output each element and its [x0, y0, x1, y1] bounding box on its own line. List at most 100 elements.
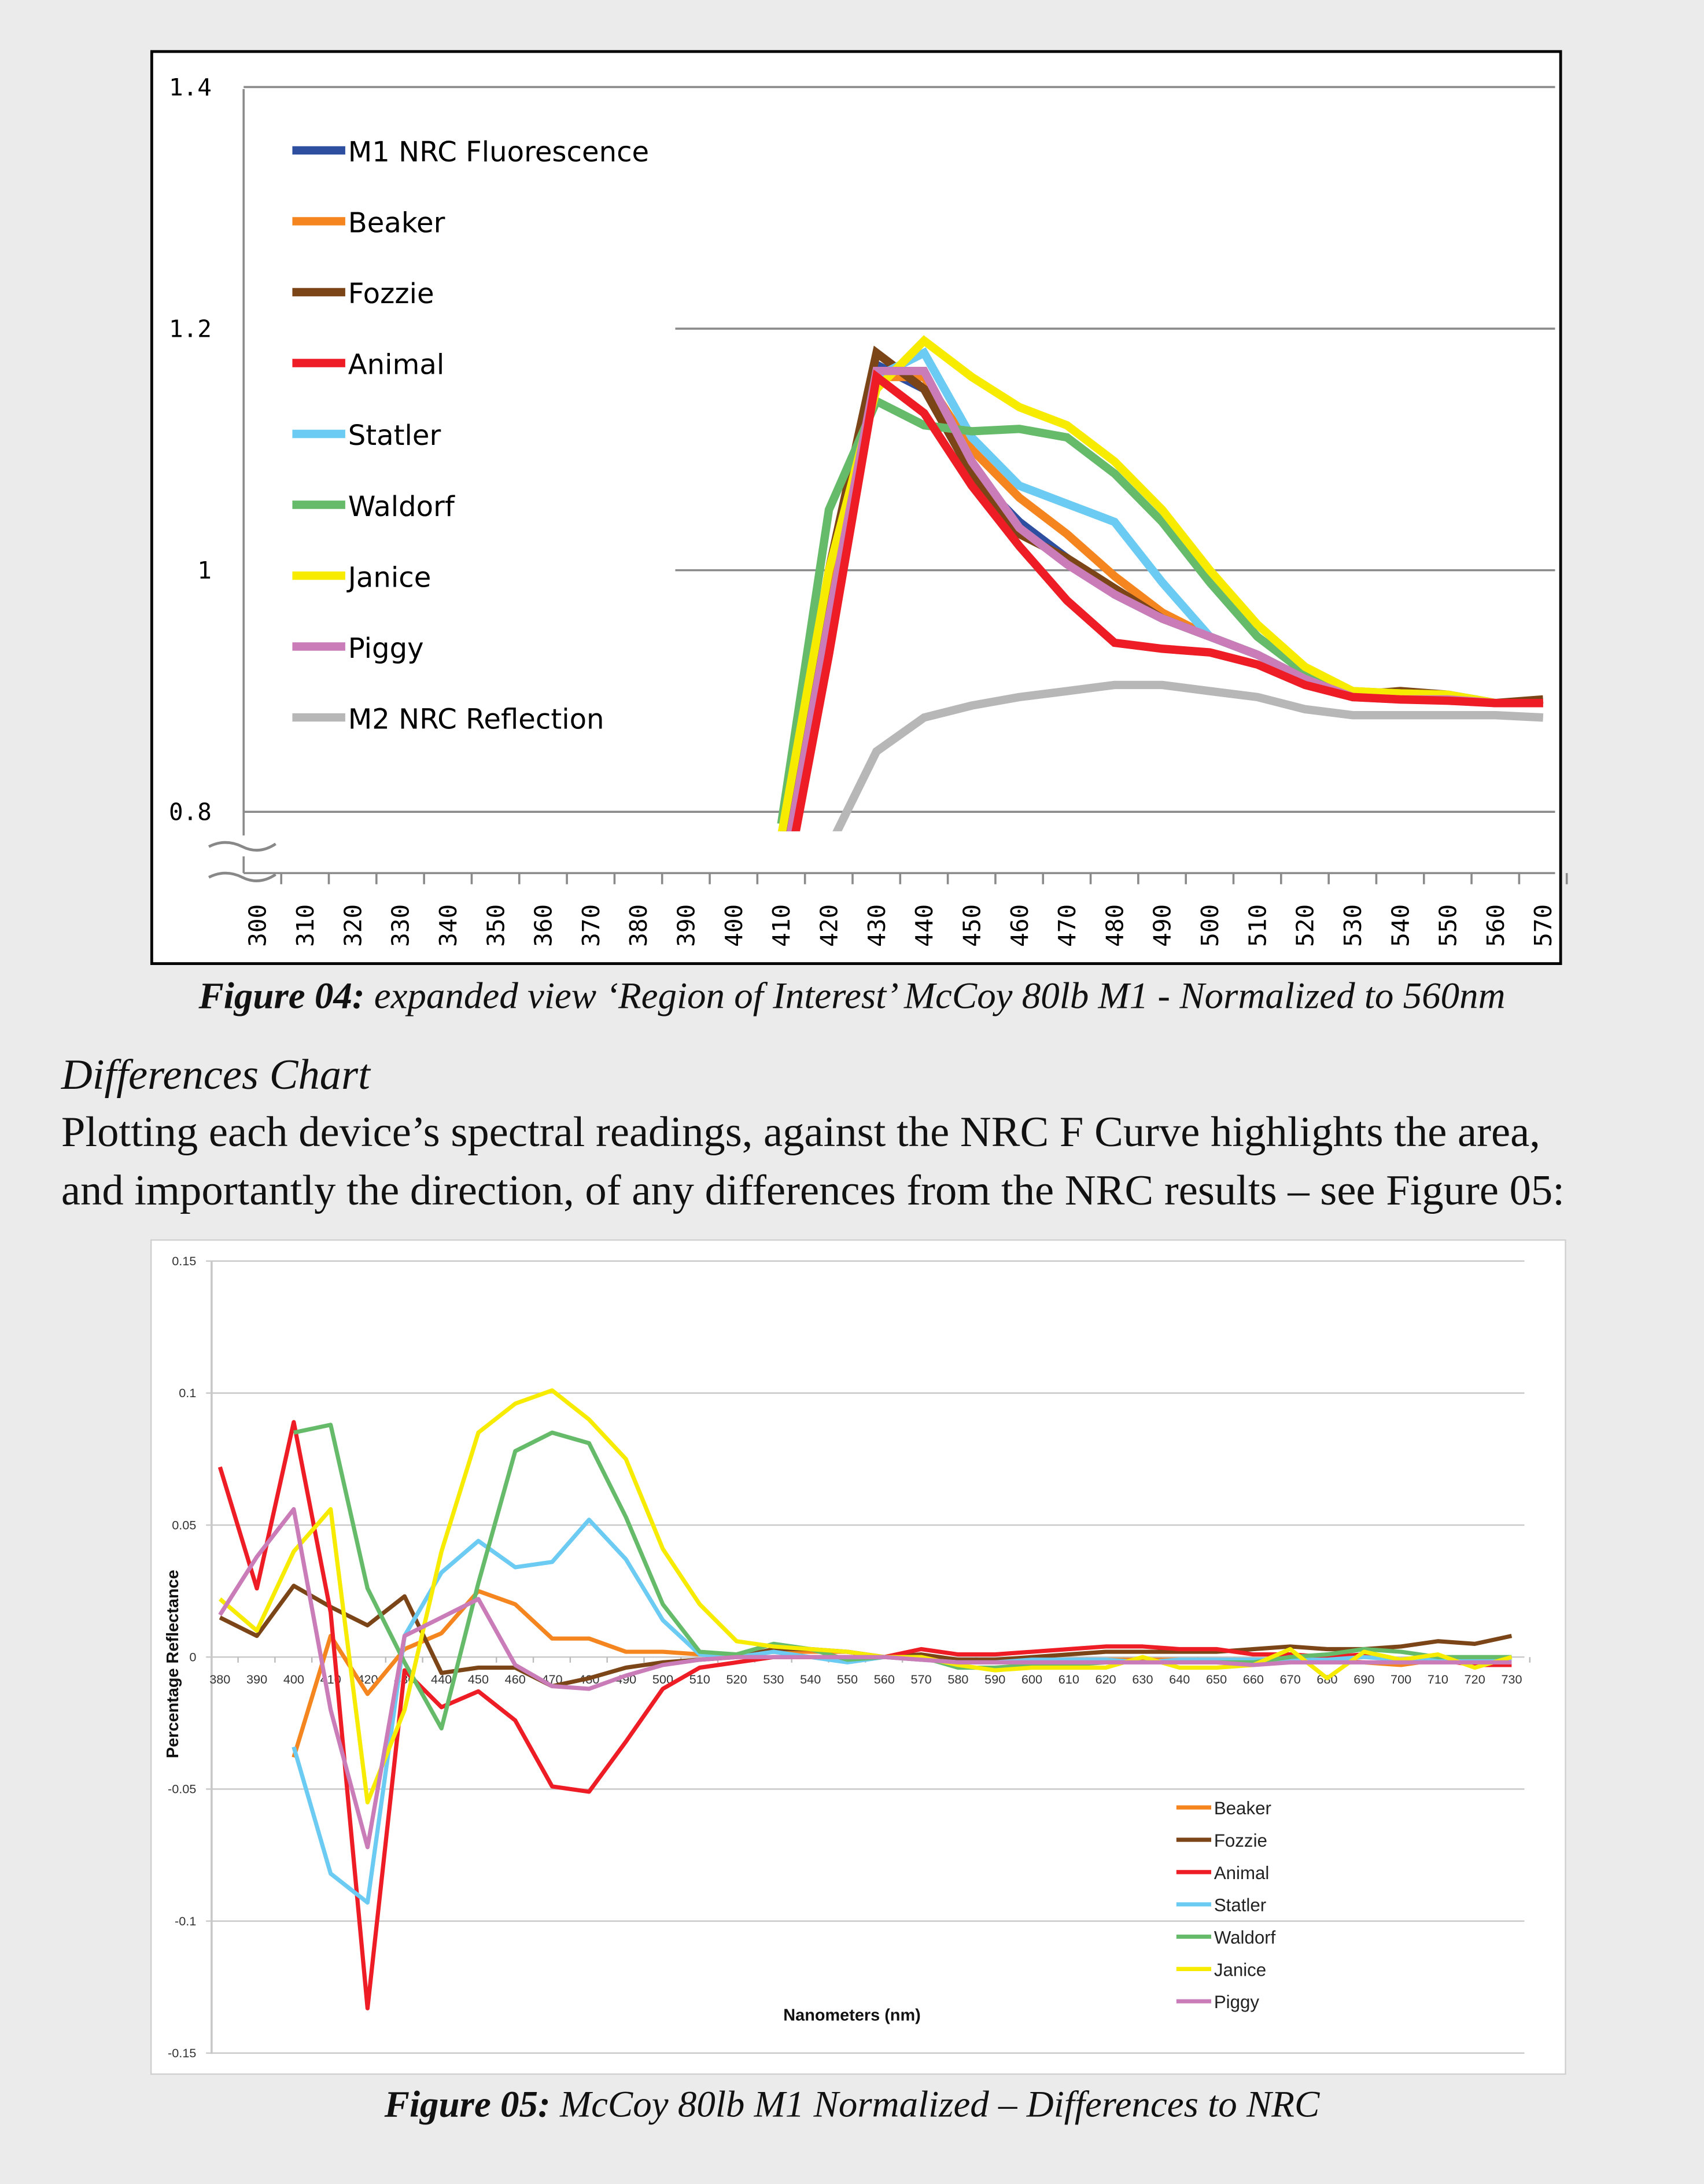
series-line-animal	[217, 1420, 1512, 2010]
x-tick-label: 380	[209, 1672, 230, 1686]
figure04-caption: Figure 04: expanded view ‘Region of Inte…	[0, 975, 1704, 1018]
x-tick-label: 570	[911, 1672, 932, 1686]
x-tick-label: 490	[1149, 904, 1176, 947]
x-tick-label: 510	[1244, 904, 1271, 947]
x-tick-label: 400	[720, 904, 748, 947]
x-tick-label: 610	[1058, 1672, 1079, 1686]
x-tick-label: 310	[292, 904, 319, 947]
figure04-chart: 1.4 1.2 1 0.8 300 310 320 330 340 350 360 370 380 390…	[169, 73, 1568, 947]
series-line-animal	[791, 369, 1543, 831]
x-tick-label: 620	[1096, 1672, 1116, 1686]
x-tick-label: 580	[947, 1672, 968, 1686]
x-tick-label: 530	[1339, 904, 1367, 947]
y-tick-label: -0.05	[168, 1782, 196, 1796]
x-tick-label: 420	[816, 904, 843, 947]
figure05-caption-text: McCoy 80lb M1 Normalized – Differences t…	[550, 2083, 1320, 2125]
x-tick-label: 710	[1428, 1672, 1448, 1686]
legend-label: Beaker	[1214, 1798, 1271, 1818]
y-tick-label: 0.8	[169, 798, 212, 826]
y-axis-title: Percentage Reflectance	[164, 1570, 182, 1758]
x-tick-label: 570	[1529, 904, 1557, 947]
series-line-janice	[777, 335, 1543, 831]
y-tick-label: -0.1	[175, 1914, 196, 1928]
figure05-caption: Figure 05: McCoy 80lb M1 Normalized – Di…	[0, 2083, 1704, 2127]
y-tick-label: 0.15	[172, 1254, 196, 1268]
x-tick-label: 340	[434, 904, 462, 947]
legend-label: Janice	[1214, 1960, 1266, 1980]
x-tick-label: 450	[958, 904, 986, 947]
figure04-label: Figure 04:	[198, 974, 365, 1017]
legend-label: Beaker	[348, 207, 445, 240]
y-tick-label: 1	[197, 557, 212, 584]
x-tick-label: 510	[689, 1672, 710, 1686]
x-tick-label: 400	[283, 1672, 304, 1686]
x-tick-label: 550	[837, 1672, 858, 1686]
y-tick-label: 0.05	[172, 1518, 196, 1532]
x-tick-label: 390	[246, 1672, 267, 1686]
x-tick-label: 360	[530, 904, 558, 947]
y-tick-label: 0	[189, 1649, 196, 1664]
x-tick-label: 380	[625, 904, 652, 947]
x-tick-label: 320	[339, 904, 367, 947]
y-tick-label: 1.2	[169, 315, 212, 342]
x-tick-label: 440	[910, 904, 938, 947]
figure05-label: Figure 05:	[384, 2083, 551, 2125]
y-tick-label: 0.1	[179, 1386, 196, 1400]
x-tick-label: 520	[1292, 904, 1319, 947]
x-tick-label: 600	[1021, 1672, 1042, 1686]
legend-label: Waldorf	[1214, 1928, 1276, 1948]
x-tick-label: 410	[768, 904, 795, 947]
series-line-janice	[218, 1388, 1513, 1804]
x-tick-label: 370	[577, 904, 605, 947]
x-tick-label: 430	[863, 904, 891, 947]
x-tick-label: 630	[1132, 1672, 1153, 1686]
x-tick-label: 550	[1434, 904, 1462, 947]
paragraph-line-1: Plotting each device’s spectral readings…	[61, 1107, 1540, 1156]
legend-label: Fozzie	[348, 278, 434, 310]
x-tick-label: 350	[482, 904, 510, 947]
x-tick-label: 540	[800, 1672, 821, 1686]
paragraph-line-2: and importantly the direction, of any di…	[61, 1165, 1565, 1214]
x-tick-label: 720	[1465, 1672, 1485, 1686]
legend-label: Animal	[348, 349, 445, 381]
legend-label: Waldorf	[348, 491, 455, 523]
series-group	[777, 335, 1544, 831]
x-tick-label: 690	[1353, 1672, 1374, 1686]
x-tick-label: 730	[1501, 1672, 1522, 1686]
y-tick-label: 1.4	[169, 73, 212, 101]
x-tick-label: 700	[1391, 1672, 1411, 1686]
x-tick-label: 390	[673, 904, 700, 947]
x-tick-label: 530	[763, 1672, 784, 1686]
axis-break-mark	[208, 841, 276, 852]
x-tick-label: 560	[874, 1672, 895, 1686]
legend-label: Janice	[346, 561, 431, 594]
x-tick-label: 330	[387, 904, 415, 947]
x-tick-label: 450	[468, 1672, 489, 1686]
figure04-caption-text: expanded view ‘Region of Interest’ McCoy…	[364, 974, 1506, 1017]
x-tick-label: 460	[1006, 904, 1034, 947]
series-line-m2-nrc-reflection	[832, 680, 1544, 831]
series-line-piggy	[218, 1507, 1512, 1850]
y-tick-label: -0.15	[168, 2046, 196, 2060]
legend-label: Piggy	[1214, 1992, 1260, 2012]
x-tick-label: 300	[244, 904, 272, 947]
legend-label: Statler	[1214, 1895, 1266, 1916]
x-tick-label: 540	[1386, 904, 1414, 947]
x-tick-label: 480	[1101, 904, 1128, 947]
x-tick-label: 500	[1196, 904, 1224, 947]
x-tick-label: 460	[505, 1672, 526, 1686]
x-tick-label: 660	[1243, 1672, 1264, 1686]
x-tick-label: 670	[1280, 1672, 1301, 1686]
legend-label: M1 NRC Fluorescence	[348, 136, 649, 168]
x-tick-label: 640	[1169, 1672, 1190, 1686]
axis-break-mark	[208, 871, 276, 882]
x-tick-label: 470	[1053, 904, 1081, 947]
x-tick-label: 590	[984, 1672, 1005, 1686]
x-tick-label: 650	[1206, 1672, 1227, 1686]
legend-label: Fozzie	[1214, 1831, 1267, 1851]
section-heading: Differences Chart	[61, 1049, 370, 1099]
x-tick-label: 520	[726, 1672, 747, 1686]
legend-label: Statler	[348, 419, 441, 452]
